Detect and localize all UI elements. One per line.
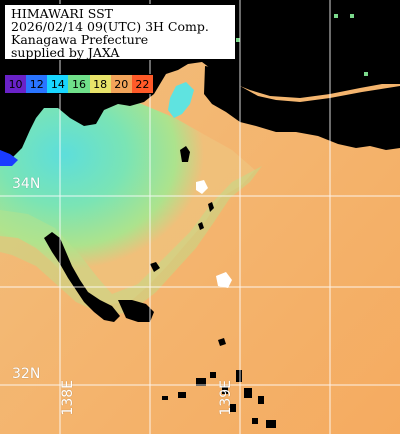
legend-cell-16: 16 xyxy=(68,75,90,93)
legend-cell-20: 20 xyxy=(110,75,132,93)
map-info-box: HIMAWARI SST 2026/02/14 09(UTC) 3H Comp.… xyxy=(4,4,236,60)
lon-label-139e: 139E xyxy=(218,380,234,416)
cloud-specks xyxy=(162,370,276,428)
legend-cell-12: 12 xyxy=(26,75,48,93)
legend-cell-18: 18 xyxy=(89,75,111,93)
product-title: HIMAWARI SST xyxy=(11,6,113,21)
island-small-2 xyxy=(198,222,204,230)
supplier-text: supplied by JAXA xyxy=(11,45,120,60)
legend-cell-22: 22 xyxy=(131,75,153,93)
temperature-legend: 10 12 14 16 18 20 22 xyxy=(4,74,154,94)
lon-label-138e: 138E xyxy=(60,380,76,416)
izu-tip xyxy=(118,300,154,322)
izu-peninsula xyxy=(44,232,120,322)
legend-cell-14: 14 xyxy=(47,75,69,93)
lat-label-32n: 32N xyxy=(12,366,41,382)
green-specks xyxy=(236,14,368,76)
island-cloud-patch-2 xyxy=(216,272,232,288)
timestamp-text: 2026/02/14 09(UTC) 3H Comp. xyxy=(11,19,209,34)
island-small-3 xyxy=(150,262,160,272)
legend-cell-10: 10 xyxy=(5,75,27,93)
tokyo-bay-water xyxy=(168,82,194,118)
cold-coastal-water xyxy=(0,150,18,166)
island-small-4 xyxy=(218,338,226,346)
island-small-1 xyxy=(208,202,214,212)
island-cloud-patch xyxy=(196,180,208,194)
lat-label-34n: 34N xyxy=(12,176,41,192)
region-text: Kanagawa Prefecture xyxy=(11,32,149,47)
transition-belt xyxy=(0,166,262,314)
island-oshima xyxy=(180,146,190,162)
boso-peninsula xyxy=(204,66,400,150)
